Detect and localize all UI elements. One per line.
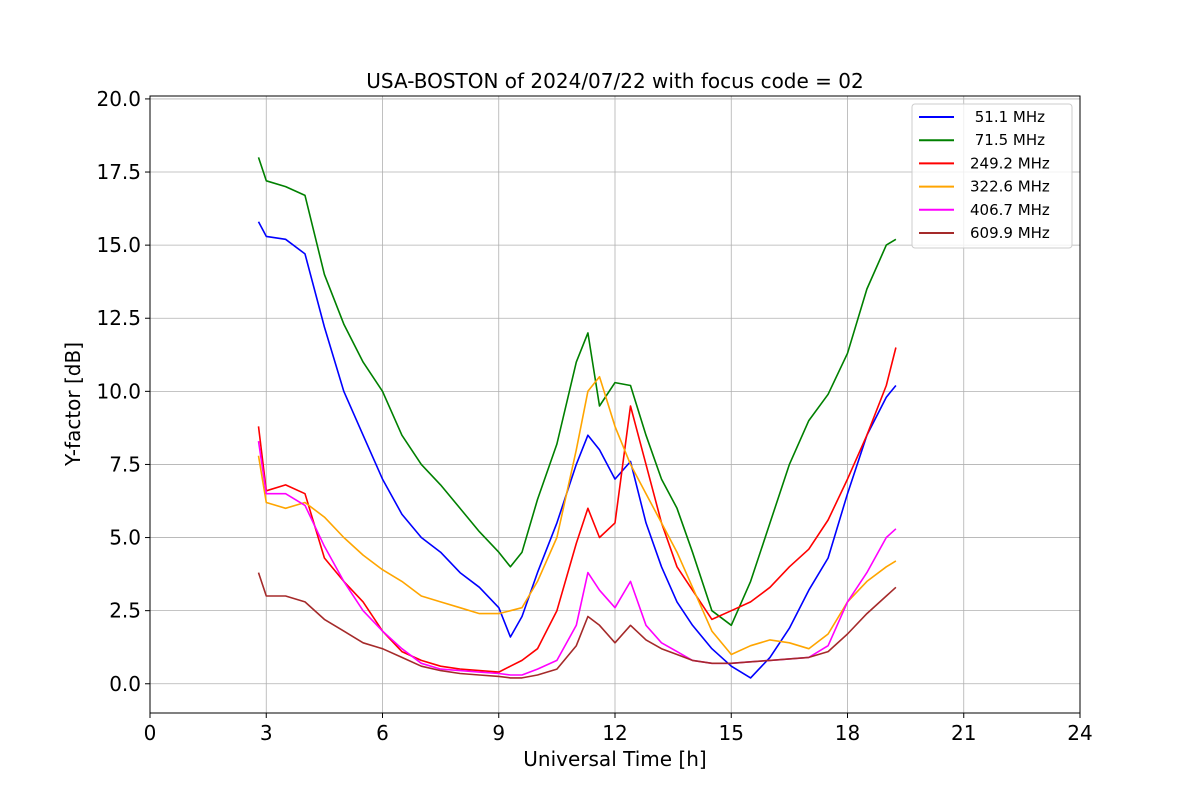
series-line-2 [257,347,897,673]
legend-label-0: 51.1 MHz [970,108,1045,126]
x-tick-label: 18 [835,721,860,745]
x-tick-label: 15 [719,721,744,745]
series-line-3 [257,375,897,656]
y-tick-label: 17.5 [96,160,141,184]
y-axis-label: Y-factor [dB] [61,342,85,467]
series-line-1 [257,157,897,627]
y-tick-label: 12.5 [96,306,141,330]
x-tick-label: 12 [602,721,627,745]
y-tick-label: 15.0 [96,233,141,257]
y-tick-label: 2.5 [109,599,141,623]
series-line-0 [257,221,897,679]
y-tick-label: 7.5 [109,452,141,476]
chart-title: USA-BOSTON of 2024/07/22 with focus code… [366,69,863,93]
y-tick-label: 20.0 [96,87,141,111]
x-tick-label: 0 [144,721,157,745]
y-tick-label: 5.0 [109,526,141,550]
legend-label-2: 249.2 MHz [970,154,1050,172]
legend-label-4: 406.7 MHz [970,201,1050,219]
y-tick-label: 0.0 [109,672,141,696]
legend-label-3: 322.6 MHz [970,178,1050,196]
legend-label-1: 71.5 MHz [970,131,1045,149]
y-tick-label: 10.0 [96,379,141,403]
x-axis-ticks: 0 3 6 9 12 15 18 21 24 [144,713,1093,745]
x-tick-label: 3 [260,721,273,745]
x-tick-label: 24 [1067,721,1092,745]
series-lines [257,157,897,679]
legend-label-5: 609.9 MHz [970,224,1050,242]
legend: 51.1 MHz 71.5 MHz 249.2 MHz 322.6 MHz 406.7… [911,103,1073,249]
x-tick-label: 21 [951,721,976,745]
series-line-5 [257,572,897,679]
x-axis-label: Universal Time [h] [523,747,706,771]
y-axis-ticks: 0.0 2.5 5.0 7.5 10.0 12.5 15.0 17.5 20.0 [96,87,150,696]
x-tick-label: 9 [492,721,505,745]
x-tick-label: 6 [376,721,389,745]
